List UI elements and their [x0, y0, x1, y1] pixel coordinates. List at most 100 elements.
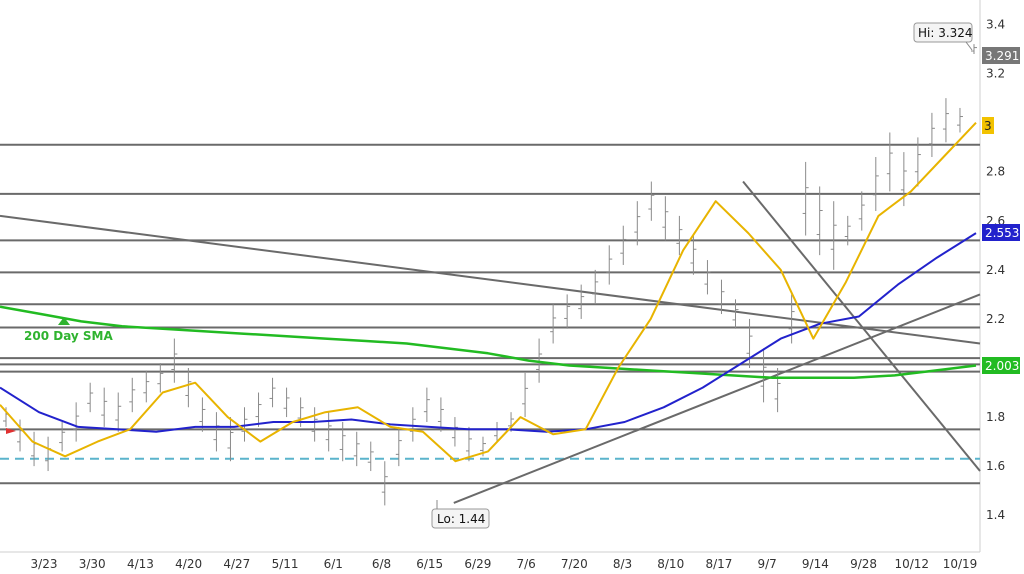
price-bar [171, 338, 178, 383]
x-tick-label: 4/13 [127, 557, 154, 571]
x-tick-label: 6/1 [324, 557, 343, 571]
lo-callout: Lo: 1.44 [431, 500, 490, 529]
price-bar [606, 245, 613, 285]
price-bar [59, 421, 66, 452]
hi-label: Hi: 3.324 [918, 26, 973, 40]
trendline-1 [453, 293, 981, 504]
price-bar [620, 225, 627, 265]
price-bar [592, 269, 599, 305]
x-tick-label: 9/14 [802, 557, 829, 571]
x-tick-label: 7/6 [516, 557, 535, 571]
sma-annotation: 200 Day SMA [24, 317, 114, 343]
green-ma-badge-box [982, 357, 1020, 374]
price-bar [269, 377, 276, 408]
y-tick-label: 2.2 [986, 312, 1005, 326]
x-tick-label: 9/7 [758, 557, 777, 571]
price-bar [648, 181, 655, 221]
price-bar [816, 186, 823, 256]
price-bar [311, 407, 318, 442]
x-tick-label: 8/17 [705, 557, 732, 571]
x-tick-label: 9/28 [850, 557, 877, 571]
green-ma-badge: 2.003 [982, 357, 1020, 374]
last-price-value: 3.291 [985, 49, 1019, 63]
x-tick-label: 8/10 [657, 557, 684, 571]
trendline-0 [0, 214, 981, 345]
x-axis: 3/23 3/30 4/13 4/20 4/27 5/11 6/1 6/8 6/15 6/29 7/… [31, 557, 978, 571]
price-bar [914, 137, 921, 187]
y-tick-label: 1.6 [986, 459, 1005, 473]
price-bar [746, 318, 753, 368]
price-bar [690, 235, 697, 275]
y-tick-label: 2.4 [986, 263, 1005, 277]
price-bar [732, 299, 739, 329]
hi-callout-box [913, 22, 973, 43]
price-bar [353, 431, 360, 467]
x-tick-label: 6/29 [464, 557, 491, 571]
y-tick-label: 2.8 [986, 165, 1005, 179]
trendline-2 [742, 180, 981, 472]
price-bar [143, 370, 150, 403]
blue-ma-value: 2.553 [985, 226, 1019, 240]
price-bar [213, 412, 220, 452]
price-bar [942, 98, 949, 143]
price-bar [241, 407, 248, 442]
hi-pointer [965, 41, 973, 51]
x-tick-label: 6/15 [416, 557, 443, 571]
x-tick-label: 7/20 [561, 557, 588, 571]
price-bar [283, 387, 290, 418]
x-tick-label: 5/11 [272, 557, 299, 571]
price-bar [325, 412, 332, 452]
y-tick-label: 1.8 [986, 410, 1005, 424]
price-bar [704, 260, 711, 295]
price-bar [409, 407, 416, 442]
price-bar [73, 402, 80, 442]
sma200-line [0, 305, 977, 380]
price-bar [956, 107, 963, 133]
price-bar [760, 348, 767, 403]
price-bar [367, 441, 374, 472]
sma-arrow-icon [58, 317, 70, 325]
y-tick-label: 3.4 [986, 18, 1005, 32]
price-bar [858, 191, 865, 231]
price-bar [802, 161, 809, 236]
x-tick-label: 4/20 [175, 557, 202, 571]
y-tick-label: 3.2 [986, 67, 1005, 81]
x-tick-label: 3/30 [79, 557, 106, 571]
price-bar [662, 196, 669, 241]
price-bar [451, 417, 458, 447]
price-bar [381, 461, 388, 506]
price-bar [872, 157, 879, 211]
price-bar [522, 372, 529, 418]
price-bar [550, 304, 557, 344]
x-tick-label: 6/8 [372, 557, 391, 571]
price-bar [676, 215, 683, 256]
last-price-badge: 3.291 [982, 47, 1020, 64]
price-bar [578, 284, 585, 319]
price-bar [101, 387, 108, 427]
last-price-badge-box [982, 47, 1020, 64]
price-bar [971, 44, 977, 54]
price-bar [339, 421, 346, 462]
price-bar [830, 201, 837, 270]
yellow-ma-badge: 3 [982, 117, 994, 134]
x-tick-label: 4/27 [223, 557, 250, 571]
green-ma-value: 2.003 [985, 359, 1019, 373]
yellow-ma-badge-box [982, 117, 994, 134]
lo-label: Lo: 1.44 [437, 512, 485, 526]
price-bar [437, 397, 444, 432]
blue-ma-badge-box [982, 224, 1020, 241]
price-bar [255, 392, 262, 427]
sma-label: 200 Day SMA [24, 329, 114, 343]
moving-averages [0, 122, 977, 463]
price-bar [928, 112, 935, 158]
price-bar [87, 382, 94, 413]
price-bar [634, 201, 641, 246]
x-tick-label: 8/3 [613, 557, 632, 571]
x-tick-label: 3/23 [31, 557, 58, 571]
horizontal-levels [0, 143, 980, 485]
price-bar [423, 387, 430, 422]
x-tick-label: 10/19 [943, 557, 978, 571]
